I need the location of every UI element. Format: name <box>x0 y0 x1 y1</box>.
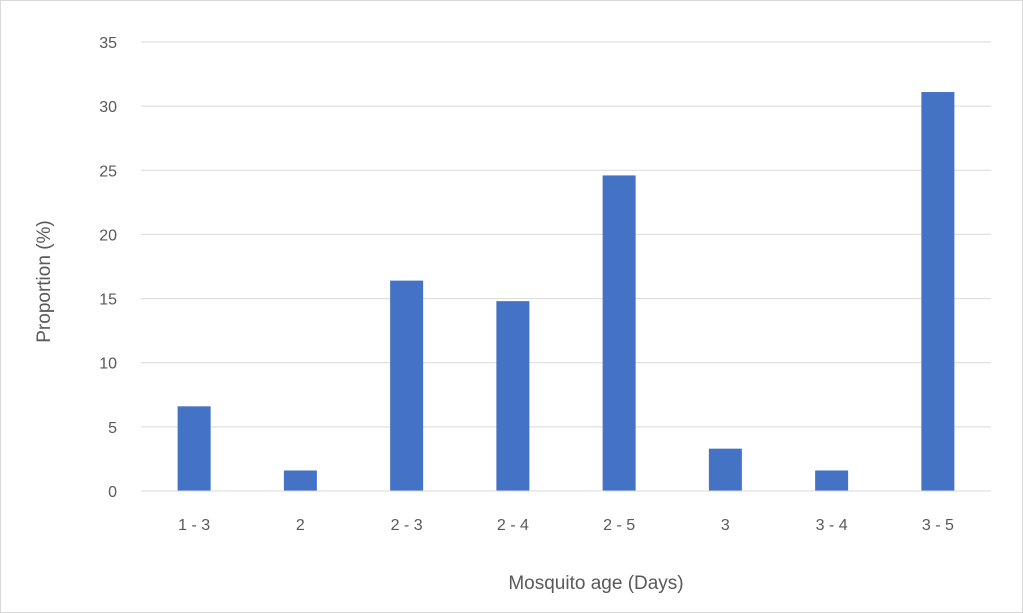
x-axis-ticks: 1 - 3 2 2 - 3 2 - 4 2 - 5 3 3 - 4 3 - 5 <box>178 517 954 534</box>
x-tick-label: 3 - 4 <box>816 517 848 534</box>
bar <box>390 280 424 491</box>
y-tick-label: 25 <box>99 163 117 180</box>
bar <box>921 92 955 491</box>
y-axis-ticks: 0 5 10 15 20 25 30 35 <box>99 35 117 501</box>
bar <box>283 470 317 491</box>
y-tick-label: 30 <box>99 99 117 116</box>
x-tick-label: 3 - 5 <box>922 517 954 534</box>
x-tick-label: 3 <box>721 517 730 534</box>
bar <box>815 470 849 491</box>
x-tick-label: 2 - 3 <box>391 517 423 534</box>
y-tick-label: 15 <box>99 292 117 309</box>
x-tick-label: 2 - 5 <box>603 517 635 534</box>
bar <box>602 175 636 491</box>
y-tick-label: 0 <box>108 484 117 501</box>
bar <box>177 406 211 491</box>
x-tick-label: 2 <box>296 517 305 534</box>
y-axis-title: Proportion (%) <box>34 220 55 343</box>
bars <box>177 92 955 491</box>
y-tick-label: 35 <box>99 35 117 52</box>
bar <box>496 301 530 491</box>
x-axis-title: Mosquito age (Days) <box>508 573 683 594</box>
x-tick-label: 2 - 4 <box>497 517 529 534</box>
y-tick-label: 20 <box>99 227 117 244</box>
bar <box>708 448 742 491</box>
y-tick-label: 10 <box>99 356 117 373</box>
gridlines <box>141 41 991 428</box>
y-tick-label: 5 <box>108 420 117 437</box>
x-tick-label: 1 - 3 <box>178 517 210 534</box>
